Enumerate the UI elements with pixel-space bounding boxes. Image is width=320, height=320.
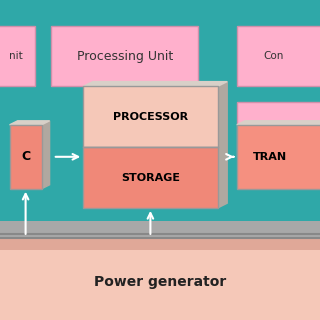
- Text: nit: nit: [9, 51, 23, 61]
- FancyBboxPatch shape: [51, 26, 198, 86]
- FancyBboxPatch shape: [83, 147, 218, 208]
- Polygon shape: [237, 121, 320, 125]
- FancyBboxPatch shape: [0, 26, 35, 86]
- FancyBboxPatch shape: [0, 237, 320, 320]
- Polygon shape: [83, 82, 227, 86]
- FancyBboxPatch shape: [10, 125, 42, 189]
- FancyBboxPatch shape: [237, 26, 320, 86]
- FancyBboxPatch shape: [0, 221, 320, 237]
- Text: PROCESSOR: PROCESSOR: [113, 112, 188, 122]
- Text: C: C: [21, 150, 30, 163]
- Polygon shape: [10, 121, 50, 125]
- Text: Con: Con: [263, 51, 284, 61]
- FancyBboxPatch shape: [0, 237, 320, 250]
- FancyBboxPatch shape: [237, 125, 320, 189]
- Text: Power U: Power U: [252, 124, 295, 135]
- Text: Power generator: Power generator: [94, 275, 226, 289]
- Text: STORAGE: STORAGE: [121, 172, 180, 183]
- Text: TRAN: TRAN: [253, 152, 287, 162]
- Polygon shape: [42, 121, 50, 189]
- Polygon shape: [218, 82, 227, 208]
- FancyBboxPatch shape: [83, 86, 218, 147]
- Text: Processing Unit: Processing Unit: [77, 50, 173, 62]
- FancyBboxPatch shape: [237, 102, 320, 157]
